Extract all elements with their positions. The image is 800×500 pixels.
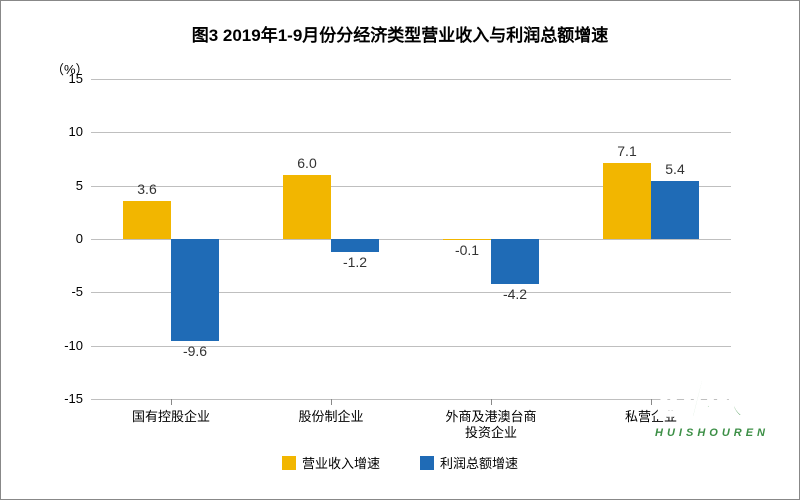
gridline <box>91 79 731 80</box>
x-tick-label: 外商及港澳台商投资企业 <box>416 409 566 440</box>
x-tick-mark <box>491 399 492 405</box>
legend-swatch <box>420 456 434 470</box>
y-tick-label: 0 <box>43 231 83 246</box>
legend-label: 营业收入增速 <box>302 453 380 472</box>
bar <box>123 201 171 239</box>
bar <box>603 163 651 239</box>
x-tick-label: 国有控股企业 <box>96 409 246 425</box>
bar <box>331 239 379 252</box>
bar-value-label: -9.6 <box>165 343 225 359</box>
y-tick-label: 10 <box>43 124 83 139</box>
legend-label: 利润总额增速 <box>440 453 518 472</box>
legend: 营业收入增速 利润总额增速 <box>1 453 799 472</box>
bar-value-label: -4.2 <box>485 286 545 302</box>
bar-value-label: -1.2 <box>325 254 385 270</box>
bar <box>491 239 539 284</box>
x-tick-label: 私营企业 <box>576 409 726 425</box>
legend-swatch <box>282 456 296 470</box>
gridline <box>91 132 731 133</box>
x-tick-mark <box>651 399 652 405</box>
y-tick-label: -5 <box>43 284 83 299</box>
chart-title: 图3 2019年1-9月份分经济类型营业收入与利润总额增速 <box>1 21 799 46</box>
bar <box>443 239 491 240</box>
y-tick-label: -15 <box>43 391 83 406</box>
x-tick-mark <box>331 399 332 405</box>
x-tick-label: 股份制企业 <box>256 409 406 425</box>
bar-value-label: 6.0 <box>277 155 337 171</box>
bar <box>283 175 331 239</box>
bar <box>171 239 219 341</box>
bar <box>651 181 699 239</box>
gridline <box>91 399 731 400</box>
x-tick-mark <box>171 399 172 405</box>
watermark-sub: HUISHOUREN <box>655 427 769 439</box>
bar-value-label: 7.1 <box>597 143 657 159</box>
bar-value-label: 5.4 <box>645 161 705 177</box>
legend-item: 营业收入增速 <box>282 453 380 472</box>
bar-value-label: -0.1 <box>437 242 497 258</box>
plot-area: -15-10-5051015国有控股企业3.6-9.6股份制企业6.0-1.2外… <box>91 79 731 399</box>
chart-frame: 图3 2019年1-9月份分经济类型营业收入与利润总额增速 （%） -15-10… <box>0 0 800 500</box>
y-tick-label: 5 <box>43 178 83 193</box>
bar-value-label: 3.6 <box>117 181 177 197</box>
legend-item: 利润总额增速 <box>420 453 518 472</box>
y-tick-label: -10 <box>43 338 83 353</box>
y-tick-label: 15 <box>43 71 83 86</box>
